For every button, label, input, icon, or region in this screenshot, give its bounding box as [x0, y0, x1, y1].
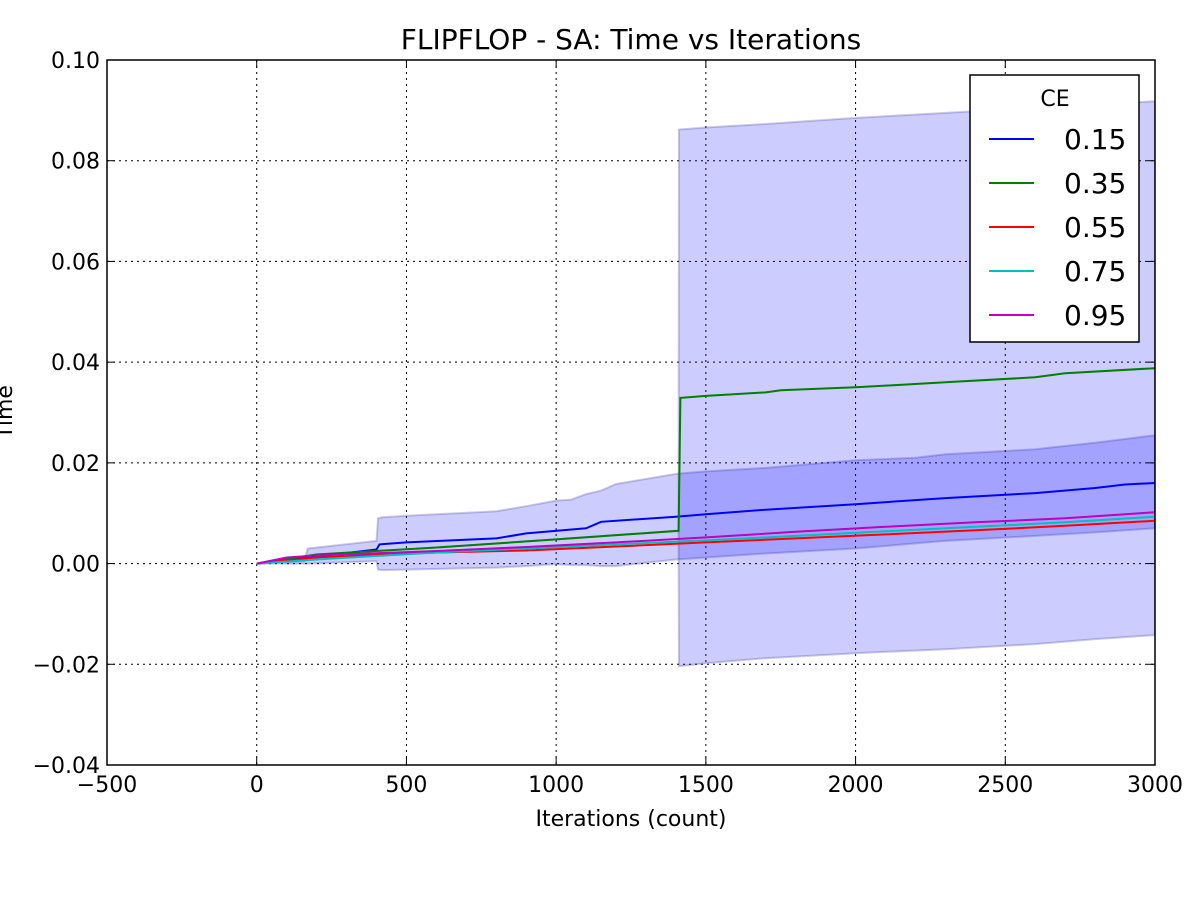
x-tick-label: −500: [77, 773, 137, 798]
series-line-0-15: [256, 482, 1155, 565]
y-tick-label: 0.10: [51, 49, 100, 74]
plot-frame: [106, 59, 1156, 766]
legend-label: 0.95: [1064, 299, 1126, 332]
x-axis-label: Iterations (count): [535, 807, 726, 832]
legend-title: CE: [1040, 87, 1069, 112]
legend-label: 0.15: [1064, 123, 1126, 156]
chart-title: FLIPFLOP - SA: Time vs Iterations: [401, 23, 862, 56]
series-line-0-35: [256, 367, 1155, 565]
legend-box: [969, 74, 1140, 343]
y-axis-label: Time: [0, 385, 18, 440]
y-tick-label: 0.04: [51, 351, 100, 376]
confidence-band-0-15: [256, 434, 1155, 572]
series-lines: [256, 367, 1155, 565]
y-tick-label: −0.02: [33, 653, 100, 678]
y-tick-label: 0.02: [51, 452, 100, 477]
legend-label: 0.35: [1064, 167, 1126, 200]
legend: CE 0.15 0.35 0.55 0.75 0.95: [969, 74, 1140, 343]
legend-entries: 0.15 0.35 0.55 0.75 0.95: [989, 123, 1126, 332]
x-tick-label: 0: [250, 773, 264, 798]
series-line-0-75: [256, 515, 1155, 565]
x-tick-label: 2500: [977, 773, 1033, 798]
series-line-0-95: [256, 511, 1155, 565]
x-tick-label: 3000: [1127, 773, 1183, 798]
x-tick-label: 500: [385, 773, 427, 798]
x-tick-label: 1500: [678, 773, 734, 798]
legend-label: 0.75: [1064, 255, 1126, 288]
y-tick-label: 0.00: [51, 553, 100, 578]
y-tick-label: −0.04: [33, 754, 100, 779]
legend-label: 0.55: [1064, 211, 1126, 244]
y-tick-label: 0.08: [51, 150, 100, 175]
y-tick-label: 0.06: [51, 250, 100, 275]
axis-ticks: −500 0 500 1000 1500 2000 2500 3000 −0.04 −0.02 0.…: [33, 49, 1183, 798]
x-tick-label: 2000: [828, 773, 884, 798]
x-tick-label: 1000: [528, 773, 584, 798]
